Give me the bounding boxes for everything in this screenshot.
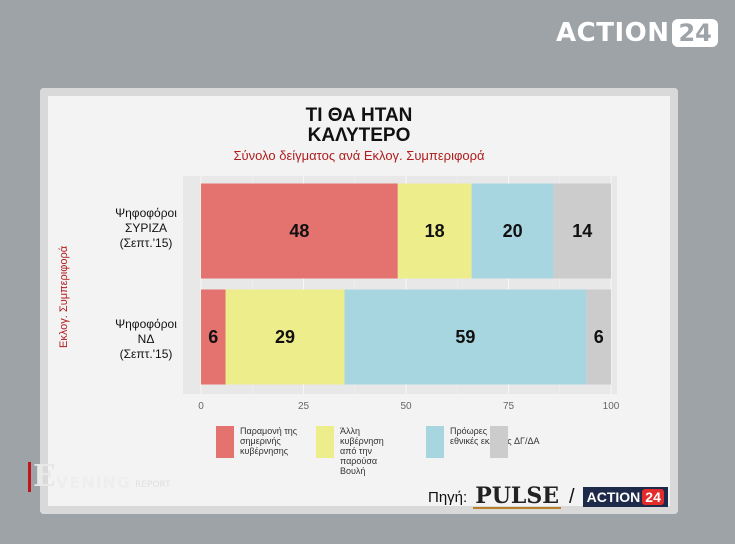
x-tick-label: 25 <box>298 401 310 412</box>
bar-value-label: 20 <box>503 221 523 241</box>
legend-swatch <box>490 426 508 458</box>
action24-source-word: ACTION <box>586 489 641 505</box>
legend-item-dont-know: ΔΓ/ΔΑ <box>490 426 576 458</box>
bar-value-label: 18 <box>425 221 445 241</box>
legend-text: Παραμονή της σημερινής κυβέρνησης <box>240 426 298 456</box>
x-tick-label: 75 <box>503 401 515 412</box>
bar-segment <box>586 289 611 385</box>
bar-value-label: 29 <box>275 327 295 347</box>
source-label: Πηγή: <box>428 488 468 506</box>
stacked-bar-chart: 48 18 20 14 6 29 59 6 0 25 50 75 100 <box>183 176 620 412</box>
category-label-line: (Σεπτ.'15) <box>119 347 173 361</box>
category-label-line: ΣΥΡΙΖΑ <box>124 221 168 235</box>
bar-segment <box>201 289 226 385</box>
logo-word: ACTION <box>556 18 670 48</box>
legend-swatch <box>216 426 234 458</box>
evening-report-logo: E VENING REPORT <box>28 462 171 492</box>
bar-value-label: 48 <box>289 221 309 241</box>
category-label-syriza: Ψηφοφόροι ΣΥΡΙΖΑ (Σεπτ.'15) <box>106 206 186 251</box>
chart-subtitle: Σύνολο δείγματος ανά Εκλογ. Συμπεριφορά <box>233 148 485 163</box>
bar-segment <box>397 183 472 279</box>
bar-segment <box>201 183 398 279</box>
x-tick-label: 0 <box>198 401 204 412</box>
category-label-nd: Ψηφοφόροι ΝΔ (Σεπτ.'15) <box>106 317 186 362</box>
x-tick-label: 100 <box>603 401 620 412</box>
bar-value-label: 6 <box>208 327 218 347</box>
legend-item-early-elections: Πρόωρες εθνικές εκλογές <box>426 426 512 458</box>
category-label-line: (Σεπτ.'15) <box>119 236 173 250</box>
show-subname: REPORT <box>135 480 171 490</box>
legend-swatch <box>426 426 444 458</box>
show-name: VENING <box>55 473 132 492</box>
source-credit: Πηγή: PULSE / ACTION 24 <box>428 485 668 509</box>
legend-text: Πρόωρες εθνικές εκλογές <box>450 426 512 446</box>
logo-number: 24 <box>672 19 718 47</box>
chart-title-line2: ΚΑΛΥΤΕΡΟ <box>307 125 411 146</box>
category-label-line: Ψηφοφόροι <box>115 206 177 220</box>
x-tick-label: 50 <box>400 401 412 412</box>
chart-title-line1: ΤΙ ΘΑ ΗΤΑΝ <box>305 105 413 126</box>
legend-text: ΔΓ/ΔΑ <box>514 436 540 446</box>
bar-segment <box>344 289 587 385</box>
bar-value-label: 59 <box>455 327 475 347</box>
bar-segment <box>225 289 345 385</box>
bar-value-label: 6 <box>594 327 604 347</box>
source-separator: / <box>569 485 575 508</box>
legend-item-keep-government: Παραμονή της σημερινής κυβέρνησης <box>216 426 302 458</box>
legend-text: Άλλη κυβέρνηση από την παρούσα Βουλή <box>340 426 384 476</box>
action24-logo: ACTION 24 <box>556 18 718 48</box>
action24-source-number: 24 <box>642 489 664 505</box>
bar-value-label: 14 <box>572 221 592 241</box>
chart-panel: ΤΙ ΘΑ ΗΤΑΝ ΚΑΛΥΤΕΡΟ Σύνολο δείγματος ανά… <box>40 88 678 514</box>
bar-segment <box>553 183 611 279</box>
pulse-logo: PULSE <box>473 483 562 509</box>
bar-segment <box>471 183 554 279</box>
category-label-line: Ψηφοφόροι <box>115 317 177 331</box>
show-initial: E <box>28 462 56 492</box>
category-label-line: ΝΔ <box>137 332 155 346</box>
legend-item-other-government: Άλλη κυβέρνηση από την παρούσα Βουλή <box>316 426 402 476</box>
action24-source-logo: ACTION 24 <box>582 487 668 507</box>
legend-swatch <box>316 426 334 458</box>
